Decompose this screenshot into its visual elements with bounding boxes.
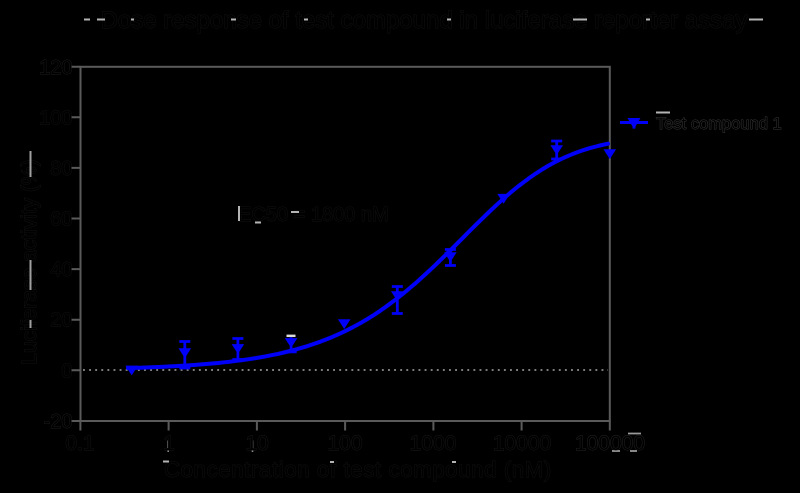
- svg-text:Dose response of test compound: Dose response of test compound in lucife…: [100, 7, 747, 34]
- svg-text:Concentration of test compound: Concentration of test compound (nM): [164, 457, 552, 482]
- svg-text:0: 0: [61, 360, 72, 382]
- svg-text:Test compound 1: Test compound 1: [656, 115, 782, 133]
- svg-text:100: 100: [327, 432, 362, 455]
- svg-text:120: 120: [39, 57, 72, 79]
- svg-text:EC50 = 1800 nM: EC50 = 1800 nM: [238, 204, 389, 226]
- svg-text:1000: 1000: [410, 432, 457, 455]
- svg-text:40: 40: [50, 259, 72, 281]
- svg-text:60: 60: [50, 209, 72, 231]
- svg-text:-20: -20: [44, 411, 73, 433]
- svg-text:100: 100: [39, 107, 72, 129]
- svg-text:10000: 10000: [493, 432, 551, 455]
- svg-text:80: 80: [50, 158, 72, 180]
- svg-text:0.1: 0.1: [65, 432, 94, 455]
- svg-text:1: 1: [163, 432, 175, 455]
- svg-text:100000: 100000: [575, 432, 645, 455]
- svg-text:10: 10: [245, 432, 268, 455]
- svg-text:20: 20: [50, 310, 72, 332]
